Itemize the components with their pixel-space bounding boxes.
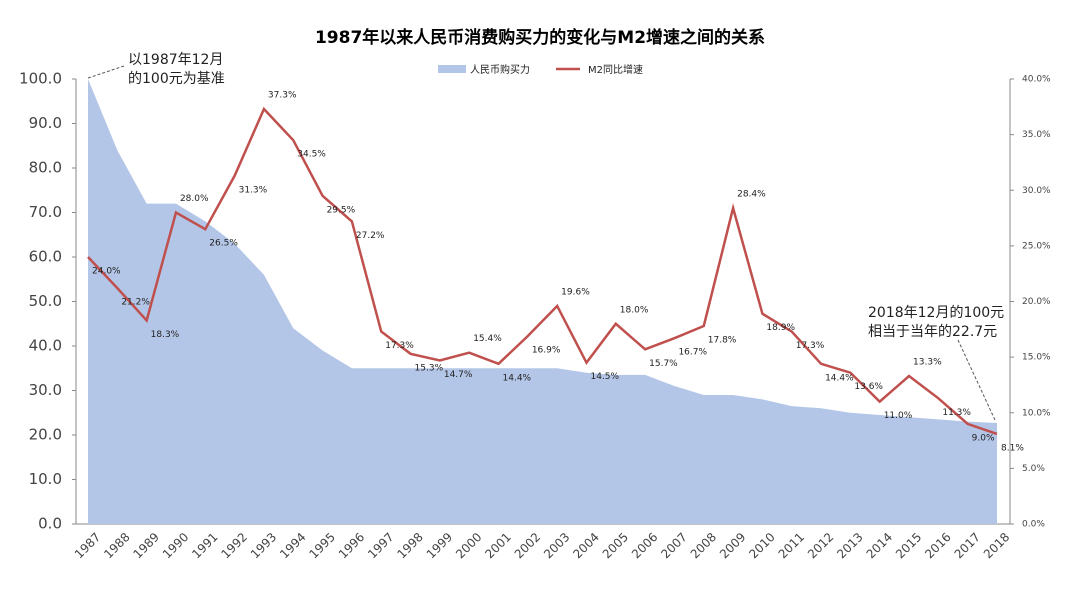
y2-tick-label: 35.0% bbox=[1022, 130, 1051, 140]
x-tick-label: 2014 bbox=[864, 530, 895, 561]
y2-tick-label: 40.0% bbox=[1022, 75, 1051, 85]
x-tick-label: 2002 bbox=[512, 530, 543, 561]
y-tick-label: 50.0 bbox=[29, 292, 62, 310]
x-tick-label: 2004 bbox=[570, 530, 601, 561]
data-label: 18.9% bbox=[766, 323, 795, 333]
x-tick-label: 2015 bbox=[893, 530, 924, 561]
data-label: 17.3% bbox=[796, 341, 825, 351]
data-label: 13.6% bbox=[854, 382, 883, 392]
x-tick-label: 2017 bbox=[952, 530, 983, 561]
y2-tick-label: 10.0% bbox=[1022, 408, 1051, 418]
y-tick-label: 10.0 bbox=[29, 470, 62, 488]
y2-tick-label: 0.0% bbox=[1022, 520, 1045, 530]
y2-tick-label: 15.0% bbox=[1022, 353, 1051, 363]
data-label: 18.0% bbox=[620, 305, 649, 315]
annotation: 的100元为基准 bbox=[128, 70, 225, 87]
x-tick-label: 2016 bbox=[922, 530, 953, 561]
x-tick-label: 1997 bbox=[365, 530, 396, 561]
data-label: 14.7% bbox=[444, 370, 473, 380]
y2-tick-label: 20.0% bbox=[1022, 297, 1051, 307]
x-tick-label: 2003 bbox=[541, 530, 572, 561]
y-tick-label: 0.0 bbox=[38, 515, 62, 533]
legend-swatch bbox=[438, 65, 466, 73]
x-tick-label: 2000 bbox=[453, 530, 484, 561]
data-label: 28.4% bbox=[737, 190, 766, 200]
annotation-leader bbox=[87, 65, 125, 79]
data-label: 11.0% bbox=[884, 411, 913, 421]
y-tick-label: 80.0 bbox=[29, 159, 62, 177]
y2-tick-label: 30.0% bbox=[1022, 186, 1051, 196]
x-tick-label: 1987 bbox=[72, 530, 103, 561]
data-label: 37.3% bbox=[268, 91, 297, 101]
data-label: 24.0% bbox=[92, 267, 121, 277]
line bbox=[87, 106, 998, 436]
y2-tick-label: 5.0% bbox=[1022, 464, 1045, 474]
annotation: 2018年12月的100元 bbox=[868, 305, 1004, 321]
legend-label: M2同比增速 bbox=[588, 63, 643, 76]
x-tick-label: 2009 bbox=[717, 530, 748, 561]
x-tick-label: 1994 bbox=[277, 530, 308, 561]
data-label: 21.2% bbox=[121, 298, 150, 308]
data-label: 14.5% bbox=[590, 372, 619, 382]
data-label: 19.6% bbox=[561, 287, 590, 297]
data-label: 8.1% bbox=[1001, 443, 1024, 453]
y-tick-label: 60.0 bbox=[29, 248, 62, 266]
x-tick-label: 1998 bbox=[394, 530, 425, 561]
y-tick-label: 20.0 bbox=[29, 426, 62, 444]
annotation: 相当于当年的22.7元 bbox=[868, 324, 997, 340]
x-tick-label: 2010 bbox=[746, 530, 777, 561]
data-label: 34.5% bbox=[297, 150, 326, 160]
x-tick-label: 1988 bbox=[101, 530, 132, 561]
x-tick-label: 1995 bbox=[306, 530, 337, 561]
x-tick-label: 1992 bbox=[219, 530, 250, 561]
data-label: 29.5% bbox=[327, 205, 356, 215]
x-tick-label: 2011 bbox=[776, 530, 807, 561]
annotation: 以1987年12月 bbox=[128, 52, 223, 68]
data-label: 9.0% bbox=[972, 433, 995, 443]
y-tick-label: 40.0 bbox=[29, 337, 62, 355]
x-tick-label: 2012 bbox=[805, 530, 836, 561]
x-tick-label: 2001 bbox=[482, 530, 513, 561]
x-tick-label: 1996 bbox=[336, 530, 367, 561]
data-label: 28.0% bbox=[180, 194, 209, 204]
data-label: 13.3% bbox=[913, 358, 942, 368]
x-tick-label: 2008 bbox=[688, 530, 719, 561]
x-tick-label: 1991 bbox=[189, 530, 220, 561]
data-label: 26.5% bbox=[209, 239, 238, 249]
data-label: 17.8% bbox=[708, 335, 737, 345]
data-label: 15.4% bbox=[473, 334, 502, 344]
y-tick-label: 70.0 bbox=[29, 203, 62, 221]
data-label: 15.7% bbox=[649, 359, 678, 369]
data-label: 16.7% bbox=[678, 348, 707, 358]
x-tick-label: 2007 bbox=[658, 530, 689, 561]
data-label: 31.3% bbox=[239, 185, 268, 195]
data-label: 18.3% bbox=[151, 330, 180, 340]
x-tick-label: 2005 bbox=[600, 530, 631, 561]
data-label: 14.4% bbox=[503, 373, 532, 383]
area bbox=[88, 79, 997, 524]
data-label: 16.9% bbox=[532, 345, 561, 355]
data-label: 11.3% bbox=[942, 408, 971, 418]
legend-label: 人民币购买力 bbox=[470, 63, 530, 76]
chart-title: 1987年以来人民币消费购买力的变化与M2增速之间的关系 bbox=[315, 27, 765, 48]
data-label: 17.3% bbox=[385, 341, 414, 351]
x-tick-label: 1993 bbox=[248, 530, 279, 561]
y-tick-label: 100.0 bbox=[19, 70, 62, 88]
x-tick-label: 2006 bbox=[629, 530, 660, 561]
x-tick-label: 1999 bbox=[424, 530, 455, 561]
y-tick-label: 30.0 bbox=[29, 381, 62, 399]
x-tick-label: 1990 bbox=[160, 530, 191, 561]
y-tick-label: 90.0 bbox=[29, 114, 62, 132]
data-label: 27.2% bbox=[356, 231, 385, 241]
x-tick-label: 2013 bbox=[834, 530, 865, 561]
data-label: 14.4% bbox=[825, 373, 854, 383]
x-tick-label: 1989 bbox=[131, 530, 162, 561]
x-tick-label: 2018 bbox=[981, 530, 1012, 561]
data-label: 15.3% bbox=[415, 363, 444, 373]
y2-tick-label: 25.0% bbox=[1022, 241, 1051, 251]
